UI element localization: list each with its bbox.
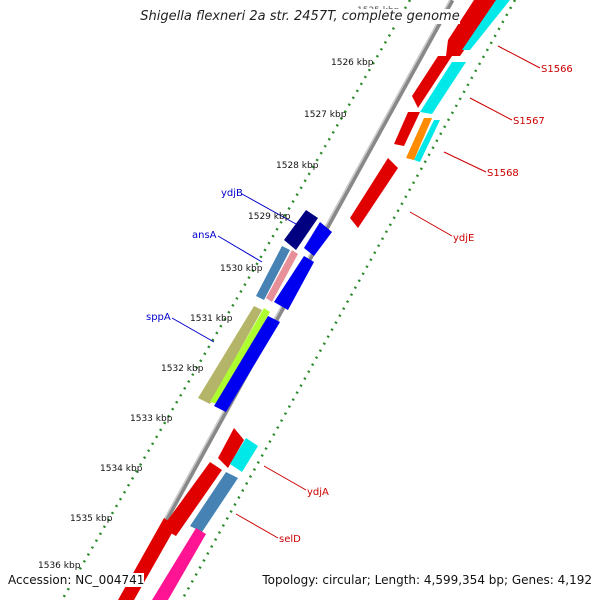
gene-ydjb-navy (284, 210, 318, 250)
tick-label: 1528 kbp (276, 161, 319, 171)
gene-label-s1568[interactable]: S1568 (487, 168, 519, 179)
tick-label: 1534 kbp (100, 464, 143, 474)
tick-label: 1532 kbp (161, 364, 204, 374)
gene-ansa-pink (266, 250, 298, 302)
gene-ydje-arrow (350, 158, 398, 228)
tick-label: 1531 kbp (190, 314, 233, 324)
topology-footer: Topology: circular; Length: 4,599,354 bp… (262, 573, 592, 587)
gene-seld-steel (190, 472, 238, 532)
gene-s1567-cyan (420, 62, 466, 114)
topology-text: Topology: circular; Length: 4,599,354 bp… (262, 573, 592, 587)
leader-s1566 (497, 45, 541, 69)
tick-ring-left (60, 0, 412, 600)
gene-s1568-cyan (414, 120, 440, 162)
tick-label: 1530 kbp (220, 264, 263, 274)
accession-text: Accession: NC_004741 (8, 573, 145, 587)
leader-ydja (263, 465, 307, 491)
gene-label-ydja[interactable]: ydjA (307, 487, 329, 498)
gene-ydja-cyan (230, 438, 258, 472)
accession-footer: Accession: NC_004741 (8, 573, 145, 587)
gene-label-ydje[interactable]: ydjE (453, 233, 474, 244)
gene-label-ansa[interactable]: ansA (192, 230, 217, 241)
gene-sppa-blue (214, 316, 280, 412)
gene-seld-magenta (152, 528, 206, 600)
gene-sppa-olive (198, 306, 262, 404)
gene-label-seld[interactable]: selD (279, 534, 301, 545)
leader-s1567 (469, 97, 513, 121)
gene-seld-red-1 (162, 462, 222, 536)
leader-sppa (171, 317, 215, 343)
leader-seld (235, 513, 279, 539)
gene-label-s1567[interactable]: S1567 (513, 116, 545, 127)
leader-ydjb (241, 193, 297, 225)
genome-title-text: Shigella flexneri 2a str. 2457T, complet… (140, 9, 460, 24)
gene-ansa-blue (274, 256, 314, 310)
gene-ydja-red (218, 428, 244, 468)
gene-ansa-steel (256, 246, 290, 300)
gene-s1568-red (394, 112, 420, 146)
leader-ansa (217, 235, 263, 263)
gene-s1567-red (412, 56, 452, 108)
gene-s1566-cyan (462, 0, 510, 50)
leader-ydje (409, 211, 453, 237)
tick-ring-right (180, 0, 517, 600)
gene-ydjb-blue (304, 222, 332, 256)
leader-s1568 (443, 151, 487, 173)
gene-s1568-orange (406, 118, 432, 160)
tick-label: 1527 kbp (304, 110, 347, 120)
tick-label: 1533 kbp (130, 414, 173, 424)
genome-title: Shigella flexneri 2a str. 2457T, complet… (0, 9, 600, 24)
gene-label-s1566[interactable]: S1566 (541, 64, 573, 75)
tick-label: 1535 kbp (70, 514, 113, 524)
gene-label-ydjb[interactable]: ydjB (221, 188, 243, 199)
tick-label: 1526 kbp (331, 58, 374, 68)
tick-label: 1536 kbp (38, 561, 81, 571)
tick-label: 1529 kbp (248, 212, 291, 222)
gene-sppa-lime (210, 308, 270, 404)
gene-label-sppa[interactable]: sppA (146, 312, 171, 323)
